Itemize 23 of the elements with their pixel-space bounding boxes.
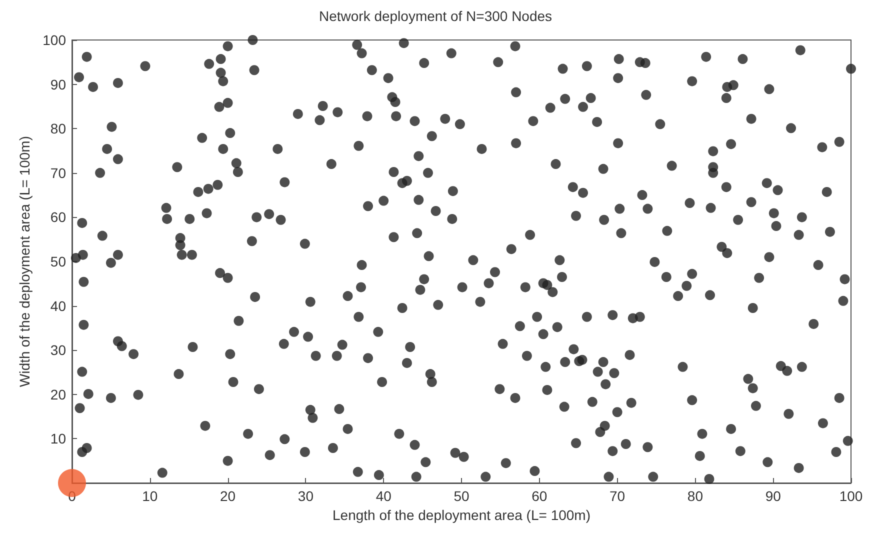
y-tick-label: 70	[50, 164, 66, 181]
x-tick-label: 50	[454, 488, 470, 504]
y-tick-label: 90	[50, 76, 66, 92]
chart-title: Network deployment of N=300 Nodes	[318, 8, 552, 24]
x-tick-label: 100	[839, 488, 863, 504]
y-tick-label: 60	[50, 209, 66, 226]
x-tick-label: 10	[142, 488, 158, 504]
x-tick-label: 70	[610, 488, 626, 504]
y-tick-label: 100	[42, 32, 66, 48]
x-tick-label: 30	[298, 488, 314, 504]
y-tick-label: 20	[50, 386, 66, 402]
x-tick-label: 20	[220, 488, 236, 504]
y-tick-label: 10	[50, 430, 66, 447]
y-tick-label: 50	[50, 254, 66, 270]
y-axis-title: Width of the deployment area (L= 100m)	[16, 136, 33, 387]
x-tick-label: 90	[765, 488, 782, 504]
y-tick-label: 30	[50, 342, 66, 358]
y-tick-label: 80	[50, 120, 66, 137]
y-tick-label: 40	[50, 298, 66, 314]
x-axis-title: Length of the deployment area (L= 100m)	[332, 506, 591, 523]
x-tick-label: 60	[532, 488, 548, 504]
x-tick-label: 80	[687, 488, 704, 504]
x-tick-label: 40	[376, 488, 392, 504]
